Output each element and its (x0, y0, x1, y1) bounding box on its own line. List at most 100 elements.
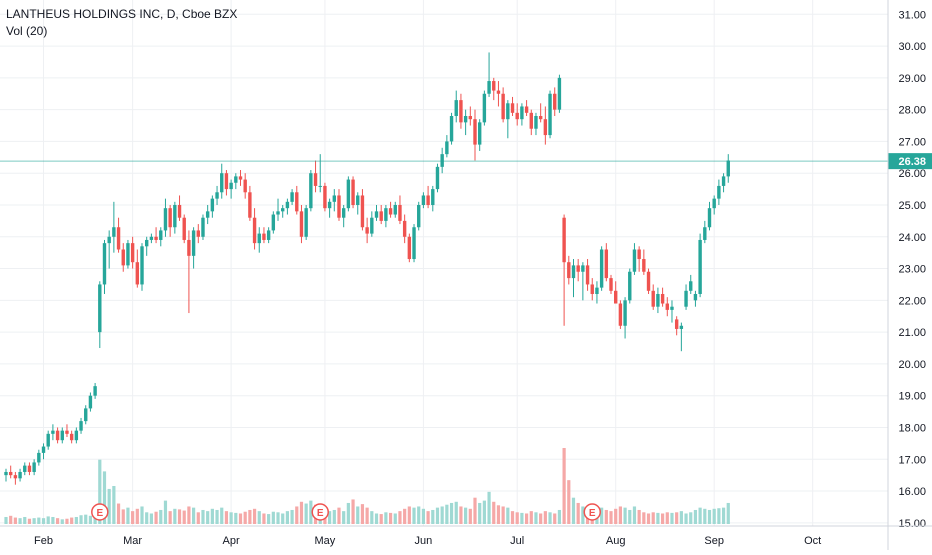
candle (346, 176, 351, 212)
candle-body (370, 217, 374, 234)
candle (205, 204, 210, 225)
volume-bar (159, 509, 163, 524)
candle (154, 227, 158, 244)
candle (173, 201, 177, 234)
candle-body (41, 446, 46, 453)
candle (163, 198, 168, 237)
candle-body (262, 233, 266, 240)
y-tick-label: 27.00 (898, 136, 926, 148)
volume-bar (717, 508, 721, 524)
volume-bar (548, 512, 552, 524)
volume-bar (515, 512, 519, 524)
candle-body (440, 154, 444, 167)
volume-bar (421, 508, 426, 524)
volume-bar (356, 506, 360, 524)
candle (679, 322, 684, 352)
candle-body (191, 230, 196, 256)
earnings-badge (91, 503, 109, 521)
volume-bar (51, 516, 55, 524)
candle-body (149, 236, 154, 240)
volume-bar (600, 507, 604, 524)
candle (46, 430, 50, 450)
candle-body (168, 208, 172, 228)
candle (341, 204, 346, 228)
candle (41, 443, 46, 460)
candle (351, 176, 355, 209)
volume-bar (177, 509, 182, 524)
candle-body (506, 103, 510, 120)
candle-body (65, 430, 69, 434)
volume-bar (661, 513, 665, 524)
candle-body (4, 471, 8, 476)
candle (281, 204, 285, 218)
candle-body (102, 243, 107, 285)
candle-body (182, 217, 186, 240)
candle-body (107, 236, 111, 244)
candle-body (248, 192, 252, 218)
volume-bar (131, 511, 135, 524)
candle (431, 185, 435, 212)
volume-bar (388, 512, 393, 524)
candle (332, 189, 336, 212)
y-tick-label: 15.00 (898, 518, 926, 530)
candle (215, 185, 219, 205)
volume-bar (135, 508, 139, 524)
candle-body (674, 319, 679, 329)
volume-bar (74, 516, 78, 524)
candle (393, 201, 397, 218)
last-price-layer: 26.38 (0, 153, 932, 170)
y-tick-label: 31.00 (898, 9, 926, 21)
volume-bar (360, 504, 365, 524)
candle-body (492, 81, 496, 91)
candle (703, 220, 707, 244)
volume-bar (229, 512, 233, 524)
candle-body (210, 198, 215, 212)
candle-body (384, 208, 388, 221)
volume-bar (562, 448, 566, 524)
earnings-label: E (96, 508, 103, 519)
x-tick-label: Sep (704, 535, 724, 547)
candle (660, 287, 665, 307)
candle-body (468, 116, 473, 120)
volume-bar (417, 506, 421, 524)
candle-body (266, 230, 271, 240)
candle (417, 201, 421, 231)
candle (646, 268, 651, 294)
candle-body (426, 195, 430, 205)
candle (689, 274, 693, 294)
volume-bar (529, 511, 533, 524)
candle-body (32, 462, 36, 472)
volume-bar (431, 509, 435, 524)
candle-body (693, 293, 698, 301)
candle-body (285, 201, 290, 209)
candle (618, 300, 623, 329)
volume-bar (623, 507, 627, 524)
candle-body (243, 179, 247, 193)
candle-body (98, 284, 102, 333)
candle (557, 74, 562, 113)
candle (651, 284, 655, 310)
volume-bar (524, 513, 529, 524)
candle-body (74, 430, 79, 441)
candle (318, 154, 322, 193)
candle (656, 287, 660, 314)
candle (116, 217, 121, 253)
earnings-marker: E (91, 503, 109, 521)
grid-layer (0, 0, 888, 526)
candle (463, 109, 468, 136)
candle-body (46, 433, 50, 447)
volume-bar (187, 506, 191, 524)
candle-body (309, 173, 313, 209)
candle-body (721, 176, 726, 186)
candle-body (112, 227, 116, 237)
candle (670, 300, 674, 323)
candle (449, 112, 454, 145)
volume-bar (149, 513, 153, 524)
candle-body (116, 227, 121, 250)
candle-body (726, 160, 730, 177)
volume-bar (299, 501, 304, 524)
candle-body (295, 192, 299, 212)
volume-bar (220, 507, 224, 524)
candle-body (215, 192, 219, 199)
